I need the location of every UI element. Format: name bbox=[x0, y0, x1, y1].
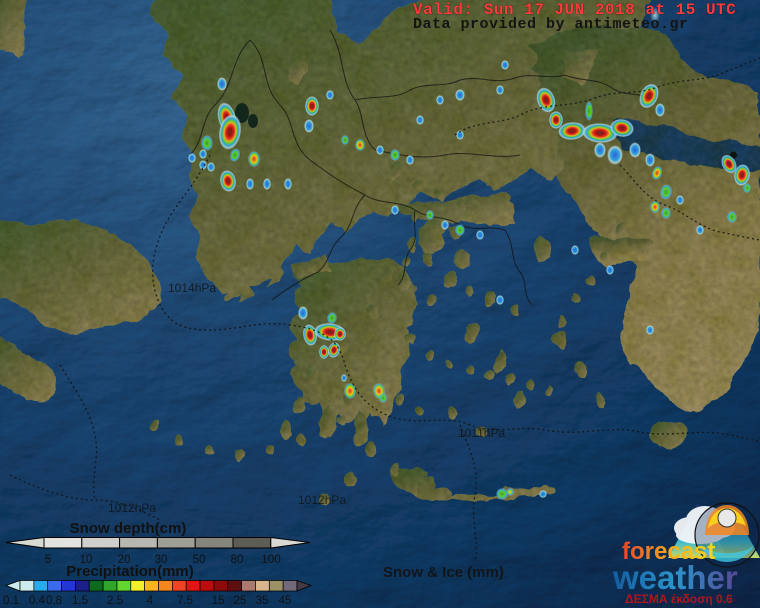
svg-text:weather: weather bbox=[612, 559, 738, 596]
svg-text:ΔΕΣΜΑ έκδοση 0.6: ΔΕΣΜΑ έκδοση 0.6 bbox=[625, 592, 733, 606]
